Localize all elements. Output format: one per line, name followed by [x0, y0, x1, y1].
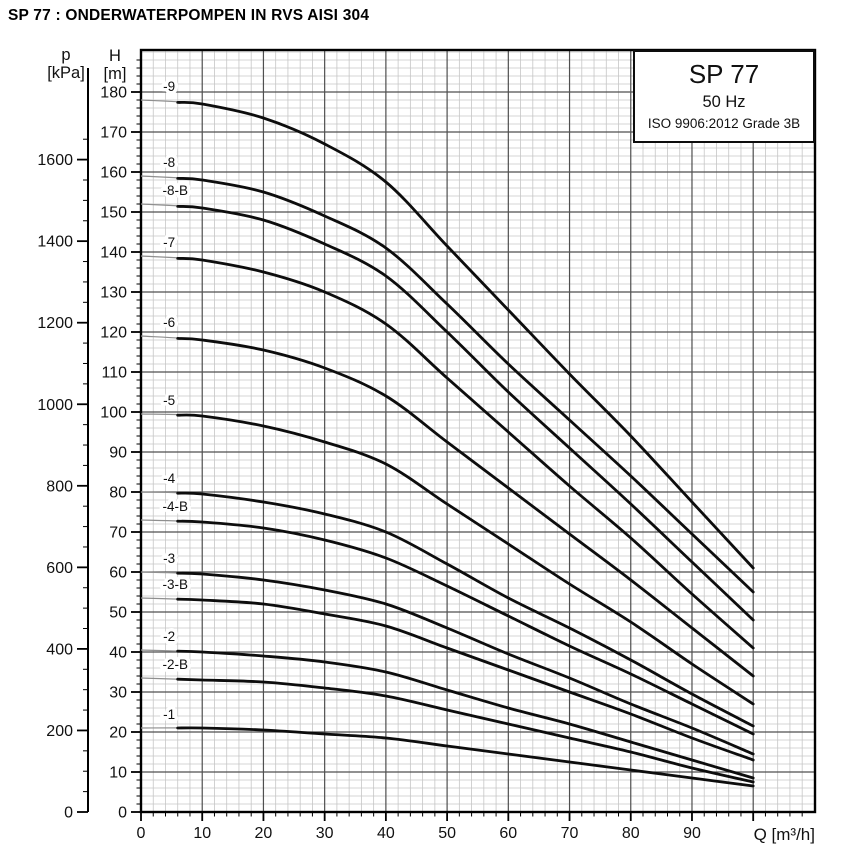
head-tick-label: 0: [118, 805, 127, 822]
head-tick-label: 160: [100, 165, 127, 182]
head-tick-label: 60: [109, 565, 127, 582]
head-tick-label: 80: [109, 485, 127, 502]
curve--5: [176, 413, 755, 706]
head-tick-label: 150: [100, 205, 127, 222]
flow-tick-label: 40: [377, 825, 395, 842]
curve--3: [176, 571, 755, 756]
legend-frequency: 50 Hz: [702, 92, 746, 111]
curve--6: [176, 337, 755, 678]
curve-label--3: -3: [163, 551, 175, 566]
pressure-tick-label: 800: [46, 478, 73, 495]
curve-label--3-B: -3-B: [163, 577, 189, 592]
head-tick-label: 110: [101, 365, 127, 382]
head-axis-unit: [m]: [104, 65, 127, 83]
curve--2: [176, 649, 755, 780]
pressure-tick-label: 600: [46, 560, 73, 577]
legend-box: SP 77 50 Hz ISO 9906:2012 Grade 3B: [633, 50, 815, 143]
curve-label--8-B: -8-B: [163, 183, 189, 198]
pressure-tick-label: 200: [46, 723, 73, 740]
curve--1: [176, 726, 755, 788]
curve--8-B: [176, 205, 755, 622]
head-tick-label: 40: [109, 645, 127, 662]
pressure-tick-label: 1200: [37, 315, 73, 332]
head-tick-label: 20: [109, 725, 127, 742]
head-axis-title: H: [109, 47, 121, 65]
head-tick-label: 10: [109, 765, 127, 782]
legend-pump-model: SP 77: [688, 59, 760, 90]
curve--7: [176, 257, 755, 650]
flow-tick-label: 20: [255, 825, 273, 842]
curve--8: [176, 177, 755, 594]
curve--9: [176, 100, 755, 570]
head-tick-label: 120: [100, 325, 127, 342]
pressure-tick-label: 1600: [37, 152, 73, 169]
head-tick-label: 50: [109, 605, 127, 622]
pressure-tick-label: 1400: [37, 234, 73, 251]
flow-axis-title: Q [m³/h]: [754, 825, 815, 844]
curve-label--1: -1: [163, 707, 175, 722]
flow-tick-label: 30: [316, 825, 334, 842]
head-tick-label: 30: [109, 685, 127, 702]
flow-tick-label: 50: [438, 825, 456, 842]
curve-label--8: -8: [163, 155, 175, 170]
curve-label--4-B: -4-B: [163, 499, 189, 514]
page-title: SP 77 : ONDERWATERPOMPEN IN RVS AISI 304: [8, 7, 370, 24]
curve-label--2-B: -2-B: [163, 657, 189, 672]
flow-tick-label: 60: [499, 825, 517, 842]
curve-label--6: -6: [163, 315, 175, 330]
curve--2-B: [176, 677, 755, 784]
curve--3-B: [176, 597, 755, 762]
head-tick-label: 90: [109, 445, 127, 462]
curve--4: [176, 491, 755, 728]
head-tick-label: 70: [109, 525, 127, 542]
legend-standard: ISO 9906:2012 Grade 3B: [647, 116, 801, 132]
flow-tick-label: 0: [137, 825, 146, 842]
flow-tick-label: 90: [683, 825, 701, 842]
plot-border: [139, 48, 817, 814]
curve-label--5: -5: [163, 393, 175, 408]
curve-label--9: -9: [163, 79, 175, 94]
curve-label--4: -4: [163, 471, 175, 486]
pressure-tick-label: 400: [46, 641, 73, 658]
curve-label--7: -7: [163, 235, 175, 250]
pressure-axis-title: p: [61, 46, 70, 64]
flow-tick-label: 10: [193, 825, 211, 842]
curve--4-B: [176, 519, 755, 736]
head-tick-label: 140: [100, 245, 127, 262]
flow-tick-label: 70: [561, 825, 579, 842]
flow-tick-label: 80: [622, 825, 640, 842]
head-tick-label: 100: [100, 405, 127, 422]
head-tick-label: 130: [100, 285, 127, 302]
curve-label--2: -2: [163, 629, 175, 644]
pressure-tick-label: 1000: [37, 397, 73, 414]
pressure-axis-unit: [kPa]: [47, 64, 85, 82]
head-tick-label: 180: [100, 85, 127, 102]
pressure-tick-label: 0: [64, 805, 73, 822]
head-tick-label: 170: [100, 125, 127, 142]
